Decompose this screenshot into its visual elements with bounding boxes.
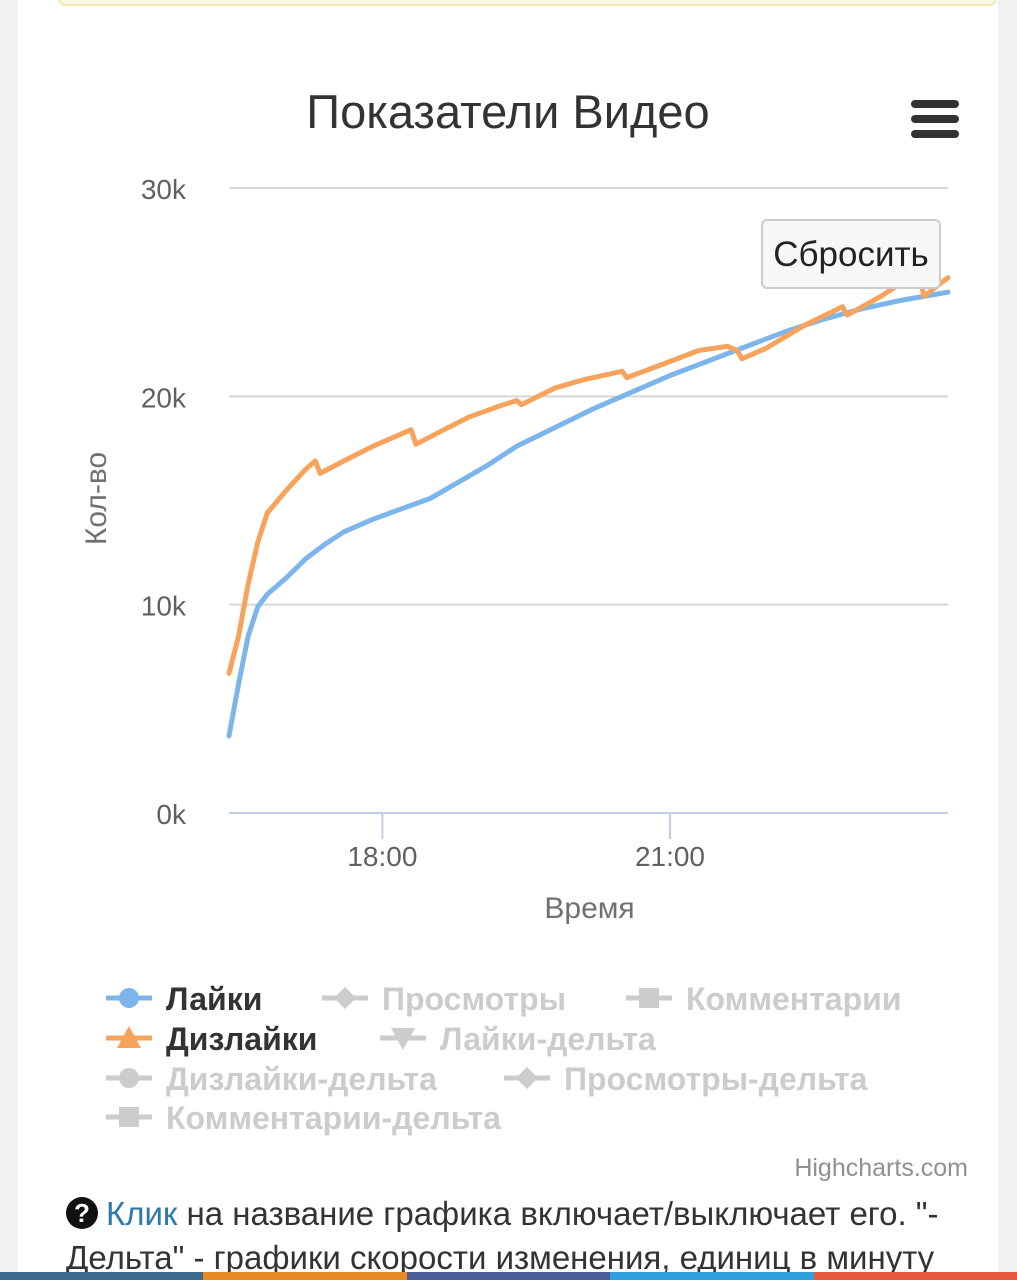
legend-label: Лайки: [166, 981, 262, 1017]
highcharts-credits[interactable]: Highcharts.com: [794, 1154, 968, 1182]
footer-note: ? Клик на название графика включает/выклю…: [66, 1192, 1006, 1280]
chart-card: Показатели Видео 0k 10k 20k 30k 18:00 21:00 Вре…: [18, 0, 998, 1280]
chart-menu-button[interactable]: [911, 100, 961, 142]
legend-item[interactable]: Лайки: [106, 981, 262, 1017]
share-bar-segment[interactable]: [0, 1272, 204, 1280]
chart-svg: Показатели Видео 0k 10k 20k 30k 18:00 21:00Вре…: [80, 85, 951, 1136]
footer-text: на название графика включает/выключает е…: [66, 1195, 939, 1276]
legend-item[interactable]: Лайки-дельта: [380, 1021, 656, 1057]
x-tick-label: 18:00: [347, 841, 417, 872]
legend-item[interactable]: Дизлайки-дельта: [106, 1061, 437, 1097]
help-icon: ?: [66, 1197, 98, 1229]
bottom-share-bar: [0, 1272, 1017, 1280]
share-bar-segment[interactable]: [813, 1272, 1017, 1280]
reset-zoom-button[interactable]: Сбросить: [761, 219, 941, 289]
menu-icon-bar: [911, 130, 959, 138]
share-bar-segment[interactable]: [610, 1272, 814, 1280]
legend-marker: [119, 1068, 139, 1088]
legend-label: Дизлайки-дельта: [166, 1061, 437, 1097]
y-tick-label: 30k: [141, 174, 187, 205]
x-axis-title: Время: [544, 892, 634, 925]
legend-label: Комментарии-дельта: [166, 1100, 501, 1136]
share-bar-segment[interactable]: [406, 1272, 611, 1280]
legend-label: Лайки-дельта: [440, 1021, 656, 1057]
legend-item[interactable]: Комментарии-дельта: [106, 1100, 501, 1136]
legend-label: Комментарии: [686, 981, 901, 1017]
legend-marker: [117, 1026, 141, 1048]
menu-icon-bar: [911, 100, 959, 108]
footer-link[interactable]: Клик: [106, 1195, 178, 1232]
legend-item[interactable]: Просмотры: [322, 981, 566, 1017]
legend-marker: [391, 1028, 415, 1050]
series-line: [226, 273, 951, 676]
legend-label: Просмотры: [382, 981, 566, 1017]
legend-label: Просмотры-дельта: [564, 1061, 868, 1097]
legend-label: Дизлайки: [166, 1021, 317, 1057]
legend-marker: [119, 988, 139, 1008]
x-tick-label: 21:00: [635, 841, 705, 872]
legend-item[interactable]: Дизлайки: [106, 1021, 317, 1057]
y-tick-label: 10k: [141, 591, 187, 622]
legend-marker: [334, 987, 356, 1009]
legend-item[interactable]: Просмотры-дельта: [504, 1061, 868, 1097]
legend-marker: [516, 1067, 538, 1089]
chart-title: Показатели Видео: [306, 85, 709, 138]
legend-marker: [639, 988, 659, 1008]
series-line: [226, 289, 951, 739]
y-tick-label: 20k: [141, 382, 187, 413]
y-tick-label: 0k: [156, 799, 187, 830]
menu-icon-bar: [911, 115, 959, 123]
legend-item[interactable]: Комментарии: [626, 981, 901, 1017]
y-axis-title: Кол-во: [80, 452, 113, 545]
legend-marker: [119, 1107, 139, 1127]
share-bar-segment[interactable]: [203, 1272, 407, 1280]
